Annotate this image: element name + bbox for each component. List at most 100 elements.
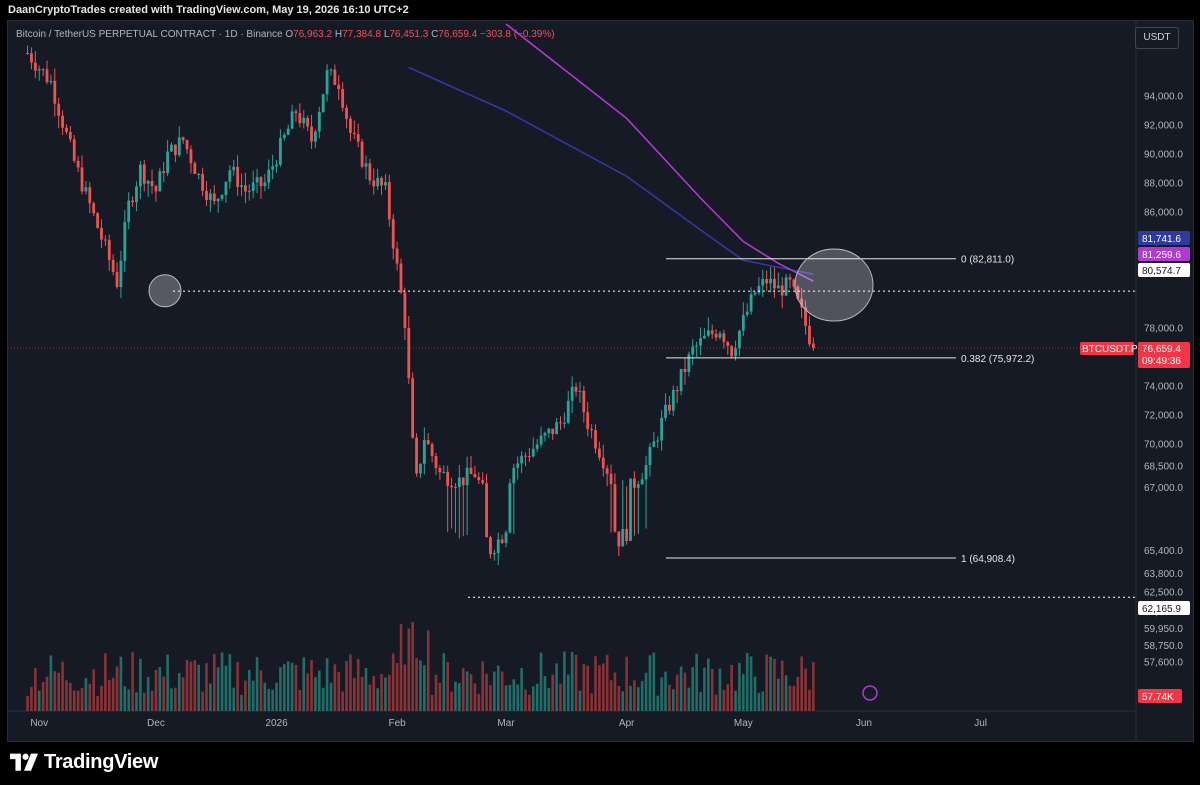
volume-bar xyxy=(158,667,162,711)
volume-bar xyxy=(672,689,675,711)
candle-body xyxy=(387,182,391,220)
volume-bar xyxy=(372,675,376,711)
volume-bar xyxy=(364,667,368,711)
open-value: 76,963.2 xyxy=(293,29,333,40)
candle-body xyxy=(629,478,632,541)
volume-bar xyxy=(177,673,181,711)
candle-body xyxy=(403,292,407,329)
volume-bar xyxy=(664,671,667,711)
current-price-value: 76,659.4 xyxy=(1142,344,1181,355)
volume-bar xyxy=(734,690,737,711)
volume-bar xyxy=(555,663,558,711)
candle-body xyxy=(80,167,84,192)
volume-bar xyxy=(275,682,278,711)
volume-bar xyxy=(574,654,578,711)
volume-bar xyxy=(683,672,687,711)
candle-body xyxy=(769,278,772,284)
candle-body xyxy=(617,531,621,547)
volume-bar xyxy=(34,668,37,711)
time-tick-label: Mar xyxy=(497,718,515,729)
candle-body xyxy=(154,186,158,192)
volume-bar xyxy=(710,668,714,711)
candle-body xyxy=(372,180,376,187)
footer-bar: TradingView xyxy=(0,742,1200,785)
volume-bar xyxy=(625,656,628,711)
candle-body xyxy=(675,389,679,392)
candle-body xyxy=(49,80,53,83)
currency-button[interactable]: USDT xyxy=(1135,27,1179,49)
candle-body xyxy=(773,278,776,289)
volume-bar xyxy=(166,654,169,711)
candle-body xyxy=(613,484,617,532)
candle-body xyxy=(212,193,216,202)
ohlc-legend: Bitcoin / TetherUS PERPETUAL CONTRACT · … xyxy=(16,29,555,40)
fib-level-label: 0 (82,811.0) xyxy=(961,255,1014,266)
candle-body xyxy=(644,465,648,480)
chart-canvas[interactable]: 94,000.0 92,000.0 90,000.0 88,000.0 86,000.0… xyxy=(8,21,1193,741)
volume-bar xyxy=(57,672,60,711)
volume-bar xyxy=(162,676,166,711)
volume-bar xyxy=(115,666,119,711)
volume-bar xyxy=(302,657,306,711)
volume-bar xyxy=(368,684,372,711)
chart-frame[interactable]: 94,000.0 92,000.0 90,000.0 88,000.0 86,000.0… xyxy=(7,20,1194,742)
candle-body xyxy=(792,279,796,287)
volume-bar xyxy=(53,671,57,711)
candle-body xyxy=(286,128,290,135)
candle-body xyxy=(706,330,710,336)
volume-bar xyxy=(189,661,193,711)
candle-body xyxy=(633,478,636,488)
candle-body xyxy=(158,171,162,192)
volume-bar xyxy=(773,658,776,711)
volume-bar xyxy=(543,676,547,711)
volume-bar xyxy=(590,693,593,711)
candle-body xyxy=(683,368,687,372)
volume-bar xyxy=(127,689,130,711)
volume-bar xyxy=(72,690,76,711)
volume-bar xyxy=(508,684,512,711)
candle-body xyxy=(368,163,372,181)
candle-body xyxy=(730,346,734,357)
fib-level-label: 0.382 (75,972.2) xyxy=(961,354,1034,365)
volume-bar xyxy=(314,677,317,711)
price-tick-label: 92,000.0 xyxy=(1144,121,1183,132)
price-tag-label: 81,259.6 xyxy=(1142,250,1181,261)
volume-bar xyxy=(563,651,566,711)
candle-body xyxy=(543,432,547,436)
candle-body xyxy=(376,178,380,187)
candle-body xyxy=(426,440,430,445)
volume-bar xyxy=(578,690,582,711)
volume-bar xyxy=(193,660,197,711)
candle-body xyxy=(57,103,61,116)
volume-bar xyxy=(788,685,792,711)
time-tick-label: May xyxy=(734,718,753,729)
volume-bar xyxy=(566,674,570,711)
volume-bar xyxy=(582,664,586,711)
volume-bar xyxy=(333,664,337,711)
candle-body xyxy=(477,477,481,481)
candle-body xyxy=(668,404,671,411)
candle-body xyxy=(84,187,88,192)
candle-body xyxy=(33,62,37,71)
candle-body xyxy=(757,285,761,293)
volume-bar xyxy=(796,676,800,711)
candle-body xyxy=(100,227,103,240)
candle-body xyxy=(776,285,780,289)
volume-bar xyxy=(640,681,644,711)
candle-body xyxy=(271,166,275,170)
candle-body xyxy=(228,170,232,182)
tradingview-logo[interactable]: TradingView xyxy=(10,751,158,774)
candle-body xyxy=(279,138,282,165)
candle-body xyxy=(780,285,784,296)
moving-average-line xyxy=(408,66,814,275)
price-tag xyxy=(1138,263,1190,277)
candle-body xyxy=(446,471,450,486)
candle-body xyxy=(520,455,523,464)
volume-bar xyxy=(520,668,523,711)
moving-average-line xyxy=(505,23,814,282)
volume-bar xyxy=(598,665,601,711)
volume-bar xyxy=(605,654,609,711)
candle-body xyxy=(317,112,321,132)
time-tick-label: Jun xyxy=(856,718,872,729)
volume-bar xyxy=(65,680,68,711)
